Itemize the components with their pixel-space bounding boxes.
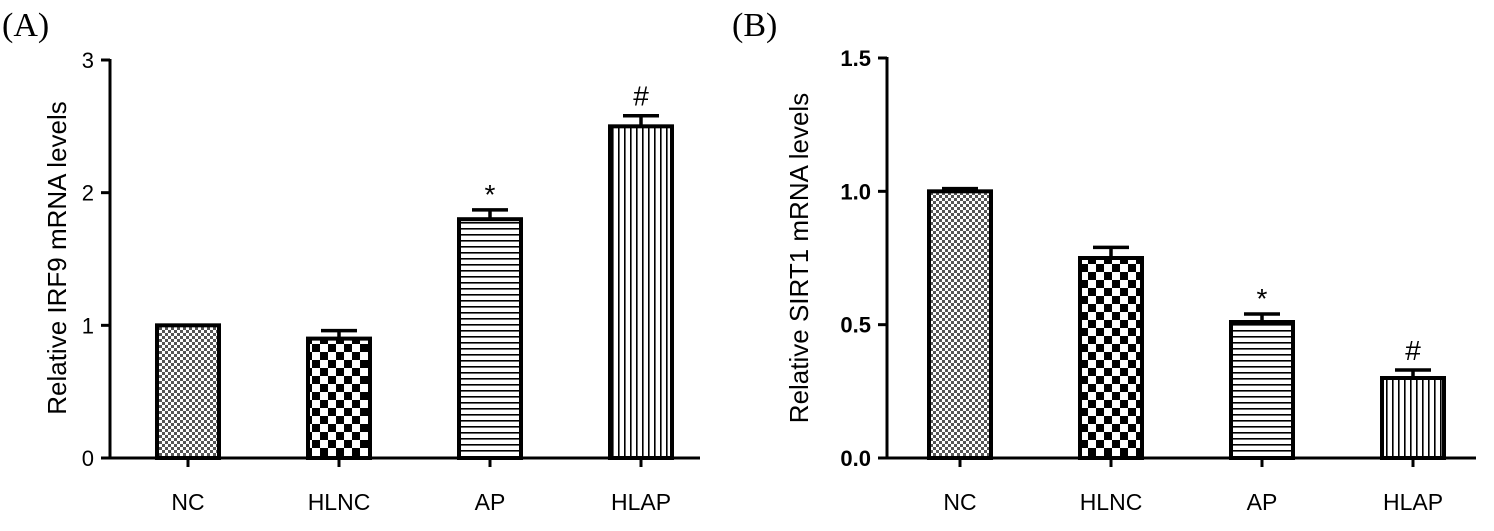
- panel-b-y-tick-label: 0.0: [840, 446, 871, 471]
- panel-b-significance-ap: *: [1257, 283, 1268, 314]
- panel-b-y-axis-title: Relative SIRT1 mRNA levels: [784, 93, 814, 423]
- panel-a-x-tick-label: NC: [171, 489, 204, 515]
- panel-a-bar-hlnc: [306, 336, 372, 461]
- panel-b-bar-nc: [927, 189, 993, 460]
- panel-a-x-tick-label: AP: [475, 489, 506, 515]
- panel-a-y-tick-label: 1: [82, 313, 94, 338]
- panel-a-significance-hlap: #: [633, 81, 649, 112]
- panel-a-bar-hlap: [608, 124, 674, 460]
- panel-a-x-tick-label: HLAP: [611, 489, 671, 515]
- panel-b-bar-hlnc: [1078, 256, 1144, 460]
- panel-b-x-tick-label: AP: [1247, 489, 1278, 515]
- panel-b: (B) Relative SIRT1 mRNA levels 0.0 0.5 1.0…: [732, 7, 1476, 515]
- panel-a-significance-ap: *: [485, 179, 496, 210]
- panel-a-y-tick-label: 0: [82, 446, 94, 471]
- panel-a-bars: *#: [155, 81, 674, 461]
- panel-b-y-tick-label: 0.5: [840, 313, 871, 338]
- panel-b-label: (B): [732, 7, 777, 44]
- panel-b-bar-ap: [1229, 320, 1295, 460]
- panel-b-bars: *#: [927, 186, 1446, 460]
- panel-a-y-tick-label: 2: [82, 181, 94, 206]
- panel-a-bar-ap: [457, 217, 523, 460]
- panel-a: (A) Relative IRF9 mRNA levels 0 1 2 3 NC HLNC…: [2, 7, 700, 515]
- panel-a-y-tick-label: 3: [82, 48, 94, 73]
- panel-a-label: (A): [2, 7, 49, 44]
- panel-b-y-tick-label: 1.0: [840, 179, 871, 204]
- panel-a-y-axis-title: Relative IRF9 mRNA levels: [42, 101, 72, 415]
- panel-b-y-tick-label: 1.5: [840, 46, 871, 71]
- panel-b-x-tick-label: HLNC: [1080, 489, 1143, 515]
- panel-b-x-tick-label: NC: [943, 489, 976, 515]
- panel-b-significance-hlap: #: [1405, 335, 1421, 366]
- panel-a-x-tick-label: HLNC: [308, 489, 371, 515]
- panel-b-axes: 0.0 0.5 1.0 1.5 NC HLNC AP HLAP: [840, 46, 1476, 515]
- panel-b-x-tick-label: HLAP: [1383, 489, 1443, 515]
- panel-a-bar-nc: [155, 323, 221, 461]
- panel-b-bar-hlap: [1380, 376, 1446, 460]
